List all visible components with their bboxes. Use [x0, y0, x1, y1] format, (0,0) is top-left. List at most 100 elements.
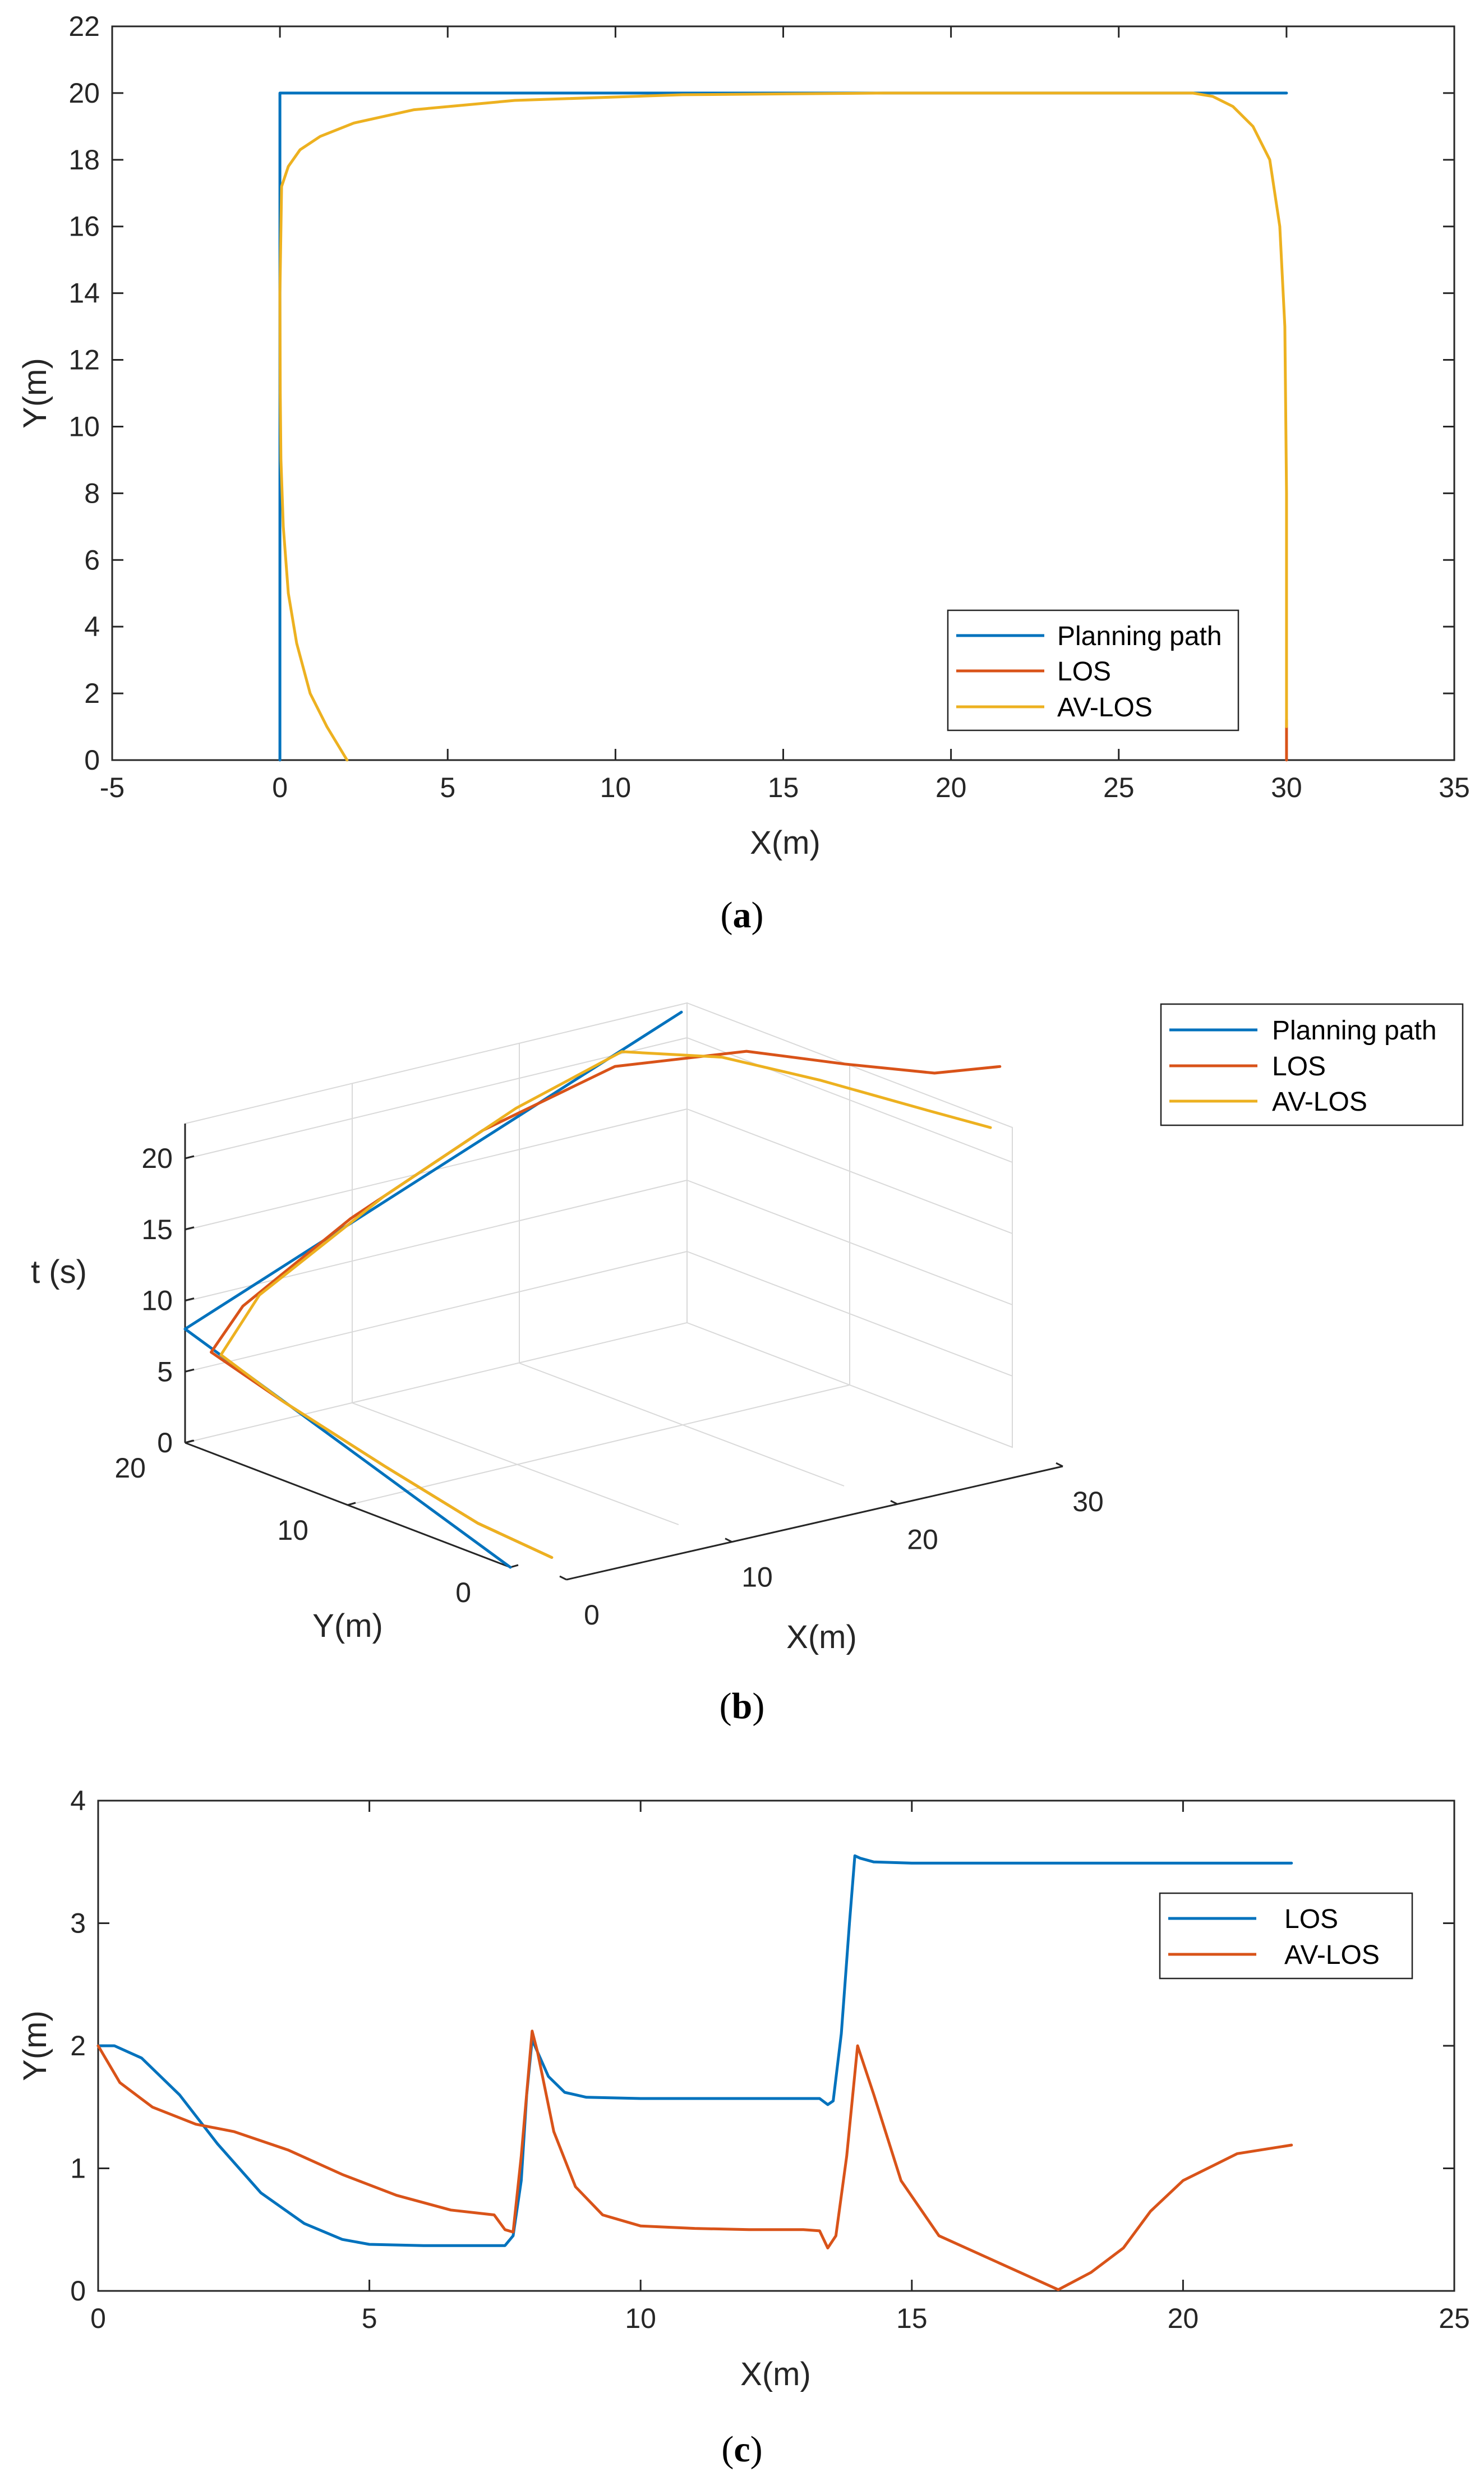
caption-a-letter: a: [733, 895, 752, 936]
grid-line: [347, 1384, 850, 1506]
series-los-line-b: [210, 1050, 1002, 1559]
x-tick-label: 10: [625, 2303, 656, 2334]
x-tick-label: 5: [362, 2303, 377, 2334]
z-tick-label: 15: [141, 1214, 173, 1245]
y-tick-label: 14: [68, 278, 100, 309]
plot-b-x-axis: [566, 1465, 1063, 1581]
plot-c-ylabel: Y(m): [17, 2010, 53, 2081]
plot-c-frame: [97, 1800, 1455, 2292]
z-tick-mark: [185, 1155, 195, 1159]
plot-b-ylabel: Y(m): [312, 1608, 383, 1644]
legend-b-los-label: LOS: [1272, 1052, 1326, 1082]
x-tick-label: 20: [907, 1524, 938, 1555]
x-tick-label: 25: [1103, 772, 1135, 803]
series-los-line-c: [96, 1854, 1293, 2247]
y-tick-label: 0: [84, 744, 100, 776]
y-tick-label: 12: [68, 344, 100, 376]
x-tick-label: 10: [600, 772, 632, 803]
y-tick-mark: [347, 1502, 356, 1506]
legend-c-avlos-label: AV-LOS: [1284, 1940, 1380, 1970]
plot-a-legend: Planning path LOS AV-LOS: [947, 609, 1239, 731]
x-tick-label: 0: [272, 772, 288, 803]
y-tick-label: 20: [68, 77, 100, 109]
plot-b-grid: [185, 1002, 1013, 1525]
y-tick-label: 1: [70, 2153, 86, 2184]
plot-c-legend: LOS AV-LOS: [1159, 1892, 1413, 1980]
series-av-los-line-b: [219, 1050, 992, 1559]
z-tick-mark: [185, 1297, 195, 1301]
y-tick-label: 20: [114, 1452, 146, 1484]
x-tick-label: 10: [741, 1562, 773, 1593]
plot-b-zlabel: t (s): [31, 1254, 87, 1290]
caption-b: (b): [720, 1686, 765, 1727]
z-tick-label: 5: [157, 1356, 173, 1387]
x-tick-label: 0: [90, 2303, 106, 2334]
series-av-los-line-c: [96, 2030, 1293, 2291]
back-wall-x: [185, 1002, 688, 1443]
x-tick-mark: [890, 1500, 898, 1505]
grid-line: [352, 1402, 679, 1525]
x-tick-label: 35: [1439, 772, 1470, 803]
caption-a: (a): [721, 895, 764, 936]
x-tick-label: 0: [584, 1599, 600, 1631]
plot-c-legend-box: [1159, 1892, 1413, 1980]
caption-c-letter: c: [734, 2429, 750, 2470]
plot-c-lines: [96, 1854, 1293, 2291]
z-tick-label: 0: [157, 1427, 173, 1458]
grid-line: [185, 1251, 688, 1373]
plot-a-frame: [111, 25, 1455, 761]
series-av-los-line-a: [278, 91, 1288, 762]
y-tick-label: 2: [70, 2030, 86, 2061]
plot-b-lines: [183, 1010, 1002, 1569]
grid-line: [519, 1363, 845, 1487]
panel-b: 0 5 10 15 20 0 10 20 0 10 20 30 X(m) Y(m) t (s) Pla…: [31, 1002, 1464, 1727]
x-tick-label: 30: [1271, 772, 1302, 803]
y-tick-label: 0: [455, 1577, 471, 1608]
legend-b-avlos-label: AV-LOS: [1272, 1087, 1367, 1117]
plot-a-ylabel: Y(m): [17, 358, 53, 429]
plot-c-xlabel: X(m): [740, 2356, 811, 2392]
y-tick-label: 6: [84, 544, 100, 576]
legend-a-planning-label: Planning path: [1057, 622, 1222, 651]
x-tick-label: -5: [100, 772, 125, 803]
x-tick-mark: [725, 1538, 732, 1543]
z-tick-label: 20: [141, 1143, 173, 1174]
z-tick-mark: [185, 1368, 195, 1373]
legend-b-planning-label: Planning path: [1272, 1016, 1437, 1046]
x-tick-mark: [1056, 1462, 1063, 1467]
caption-b-letter: b: [732, 1686, 753, 1727]
y-tick-label: 22: [68, 11, 100, 42]
y-tick-label: 10: [68, 411, 100, 442]
plot-b-xlabel: X(m): [786, 1619, 857, 1655]
x-tick-label: 15: [896, 2303, 928, 2334]
z-tick-mark: [185, 1226, 195, 1231]
y-tick-label: 3: [70, 1908, 86, 1939]
y-tick-label: 18: [68, 144, 100, 176]
y-tick-label: 8: [84, 477, 100, 509]
y-tick-label: 10: [277, 1515, 308, 1546]
grid-line: [185, 1037, 688, 1159]
x-tick-label: 5: [440, 772, 455, 803]
x-tick-label: 30: [1072, 1486, 1104, 1517]
x-tick-label: 20: [1168, 2303, 1199, 2334]
y-tick-label: 16: [68, 211, 100, 242]
x-tick-label: 20: [935, 772, 967, 803]
x-tick-label: 15: [768, 772, 799, 803]
z-tick-label: 10: [141, 1285, 173, 1317]
y-tick-label: 4: [70, 1785, 86, 1816]
plot-a-xlabel: X(m): [750, 825, 821, 861]
plot-c-ticks: 0 5 10 15 20 25 0 1 2 3 4: [70, 1785, 1470, 2334]
x-tick-label: 25: [1439, 2303, 1470, 2334]
plot-a-lines: [278, 91, 1288, 762]
y-tick-label: 0: [70, 2275, 86, 2307]
grid-line: [185, 1180, 688, 1302]
legend-a-los-label: LOS: [1057, 657, 1111, 687]
series-planning-path-line-b: [183, 1010, 683, 1569]
legend-c-los-label: LOS: [1284, 1904, 1338, 1934]
plot-b-axes: [184, 1124, 1063, 1581]
y-tick-mark: [185, 1439, 193, 1444]
x-tick-mark: [559, 1575, 567, 1581]
